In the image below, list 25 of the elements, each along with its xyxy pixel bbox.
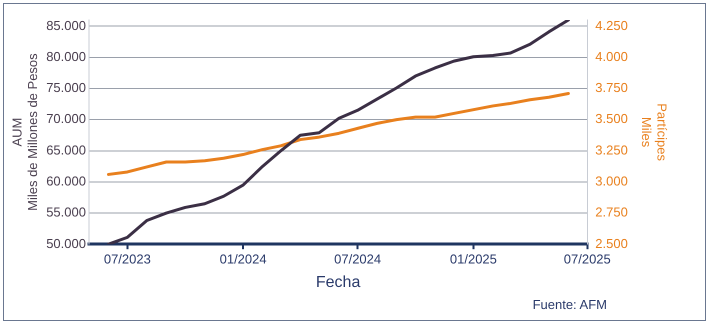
x-tick-label: 01/2024 — [220, 252, 267, 267]
y-axis-title: AUM Miles de Millones de Pesos — [9, 52, 40, 211]
y2-tick-label: 3.250 — [595, 142, 628, 158]
x-tick-label: 01/2025 — [450, 252, 497, 267]
y2-tick-label: 3.750 — [595, 80, 628, 96]
x-tick-label: 07/2024 — [334, 252, 382, 267]
y-tick-label: 70.000 — [46, 111, 86, 126]
y-tick-label: 85.000 — [46, 18, 86, 33]
x-tick-label: 07/2025 — [564, 252, 611, 267]
y2-tick-label: 2.750 — [595, 204, 628, 220]
x-tick-label: 07/2023 — [104, 252, 151, 267]
y2-axis-title: Partícipes Miles — [639, 103, 670, 162]
y-tick-label: 80.000 — [46, 48, 86, 64]
y-tick-label: 50.000 — [46, 236, 86, 251]
y2-tick-label: 4.250 — [595, 18, 628, 33]
y2-tick-label: 2.500 — [595, 236, 628, 251]
y-tick-label: 65.000 — [46, 142, 86, 158]
y-tick-label: 60.000 — [46, 174, 86, 188]
y2-tick-label: 3.500 — [595, 111, 628, 126]
y2-tick-label: 3.000 — [595, 174, 628, 188]
source-note: Fuente: AFM — [532, 297, 607, 312]
x-axis-title: Fecha — [316, 274, 360, 291]
y-tick-label: 75.000 — [46, 80, 86, 96]
y2-tick-label: 4.000 — [595, 48, 628, 64]
y-tick-label: 55.000 — [46, 204, 86, 220]
